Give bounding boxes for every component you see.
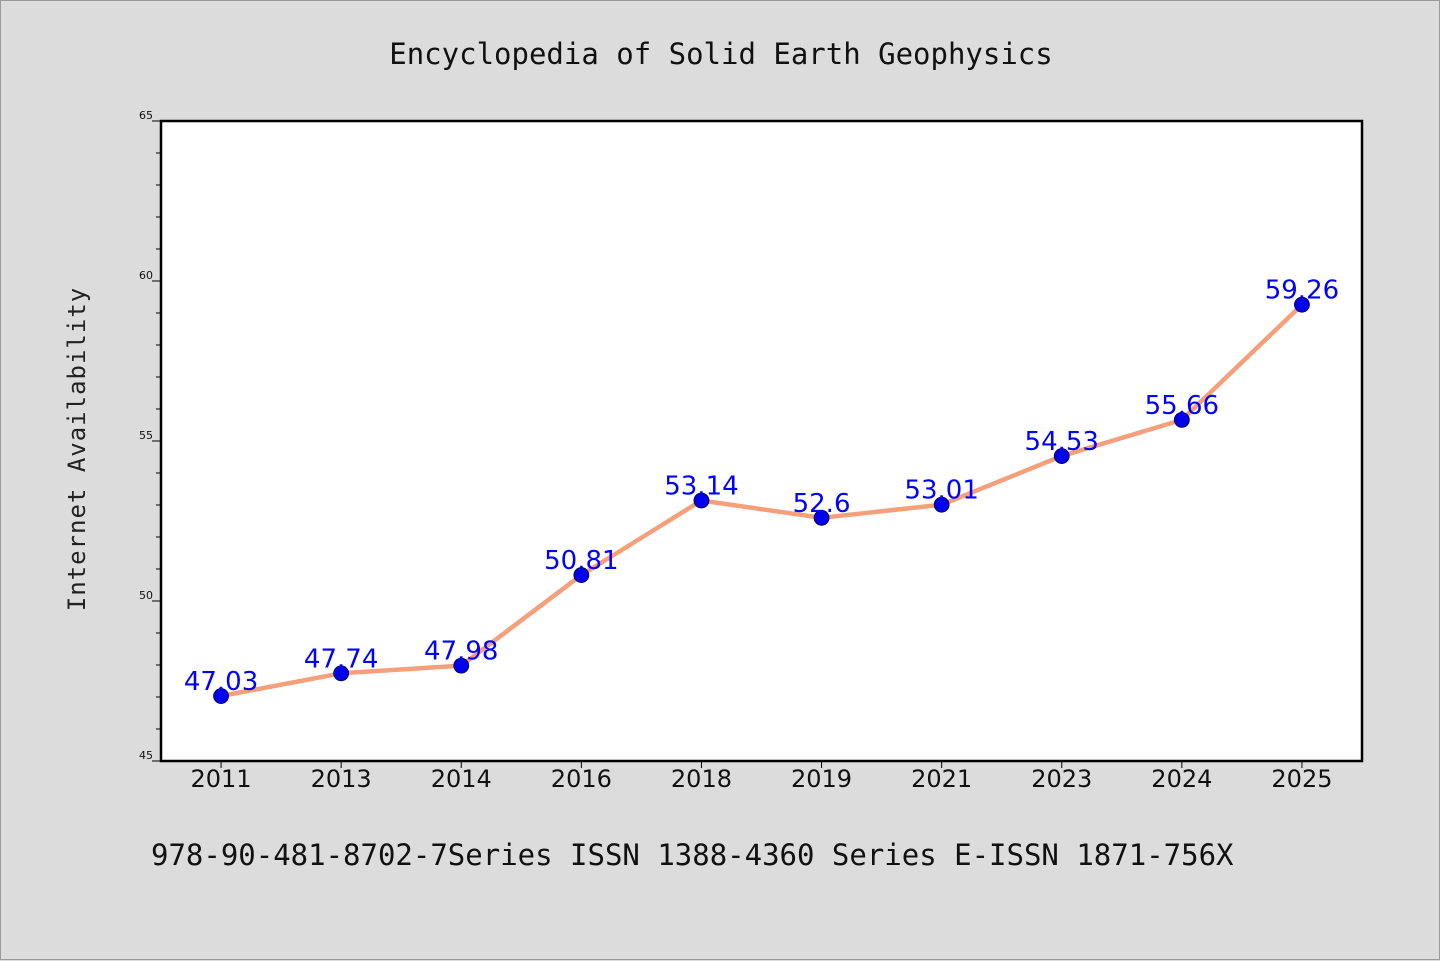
x-tick-label: 2019 <box>791 765 852 793</box>
footer-isbn-text: 978-90-481-8702-7Series ISSN 1388-4360 S… <box>151 838 1234 872</box>
x-tick-label: 2024 <box>1151 765 1212 793</box>
y-axis-ticks: 45 50 55 60 65 <box>139 109 161 762</box>
data-label: 47.98 <box>424 637 498 667</box>
y-tick-label: 45 <box>139 749 153 762</box>
data-label: 55.66 <box>1145 391 1219 421</box>
x-tick-label: 2013 <box>311 765 372 793</box>
y-axis-label: Internet Availability <box>63 287 91 611</box>
series-line <box>220 303 1304 699</box>
series-markers <box>213 296 1310 704</box>
plot-area <box>159 119 1364 763</box>
data-point <box>333 665 350 682</box>
data-label: 52.6 <box>793 489 851 519</box>
data-point <box>813 509 830 526</box>
x-tick-label: 2016 <box>551 765 612 793</box>
data-label: 59.26 <box>1265 276 1339 306</box>
x-tick-label: 2018 <box>671 765 732 793</box>
data-point <box>1053 448 1070 464</box>
data-point <box>693 492 710 509</box>
data-point <box>1173 411 1190 428</box>
data-point <box>933 496 950 513</box>
data-label: 53.14 <box>664 472 738 502</box>
x-tick-label: 2025 <box>1271 765 1332 793</box>
y-tick-label: 60 <box>139 269 153 282</box>
y-tick-label: 55 <box>139 429 153 442</box>
data-point <box>573 567 590 583</box>
chart-title: Encyclopedia of Solid Earth Geophysics <box>389 37 1052 71</box>
y-tick-label: 65 <box>139 109 153 122</box>
data-label: 47.03 <box>184 667 258 697</box>
series-line-group <box>220 303 1304 699</box>
x-tick-label: 2014 <box>431 765 492 793</box>
data-point <box>1294 296 1310 313</box>
data-point <box>213 688 229 704</box>
x-axis-ticks: 2011 2013 2014 2016 2018 2019 2021 2023 2024 2025 <box>191 761 1332 793</box>
x-tick-label: 2011 <box>191 765 252 793</box>
data-labels: 47.03 47.74 47.98 50.81 53.14 52.6 53.01 54.53 5… <box>184 276 1339 697</box>
data-point <box>453 657 470 674</box>
data-label: 53.01 <box>904 476 978 506</box>
data-label: 50.81 <box>544 546 618 576</box>
data-label: 47.74 <box>304 644 378 674</box>
x-tick-label: 2023 <box>1031 765 1092 793</box>
data-label: 54.53 <box>1025 427 1099 457</box>
y-tick-label: 50 <box>139 589 153 602</box>
x-tick-label: 2021 <box>911 765 972 793</box>
